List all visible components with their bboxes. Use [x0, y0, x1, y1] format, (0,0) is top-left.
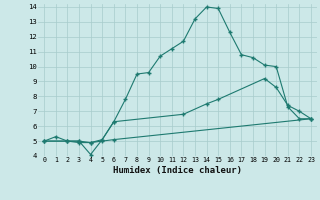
X-axis label: Humidex (Indice chaleur): Humidex (Indice chaleur)	[113, 166, 242, 175]
